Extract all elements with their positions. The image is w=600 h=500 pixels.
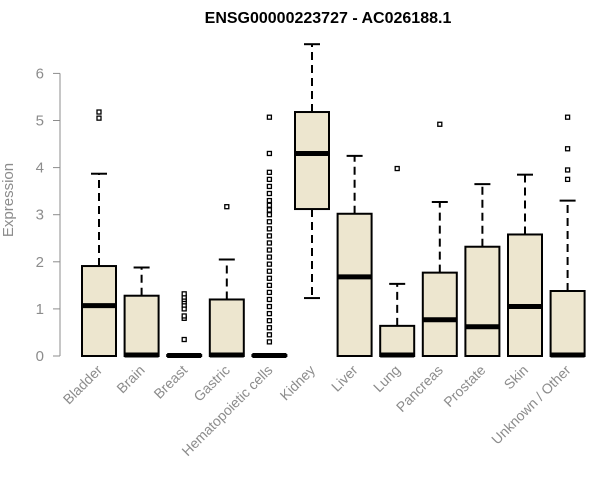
box-iqr: [81, 265, 117, 357]
outlier-point: [266, 282, 273, 289]
x-tick-label: Unknown / Other: [488, 362, 574, 448]
outlier-point: [266, 202, 273, 208]
outlier-point: [266, 310, 273, 317]
outlier-point: [181, 291, 187, 297]
outlier-point: [564, 176, 571, 183]
box-kidney: [294, 43, 330, 300]
box-iqr: [421, 271, 458, 357]
outlier-point: [266, 240, 273, 246]
outlier-point: [181, 313, 187, 319]
outlier-point: [266, 207, 273, 213]
box-iqr: [336, 212, 373, 357]
x-tick-label: Lung: [370, 362, 403, 395]
x-tick-label: Prostate: [440, 362, 488, 410]
outlier-point: [266, 197, 273, 204]
outlier-point: [564, 146, 571, 152]
box-lung: [379, 165, 416, 358]
box-liver: [336, 154, 373, 357]
outlier-point: [266, 261, 273, 267]
box-iqr: [549, 290, 586, 358]
outlier-point: [266, 190, 273, 197]
outlier-point: [224, 204, 230, 210]
outlier-point: [266, 296, 273, 303]
x-tick-label: Pancreas: [393, 362, 446, 415]
outlier-point: [266, 169, 273, 175]
box-iqr: [464, 245, 501, 357]
outlier-point: [266, 332, 273, 338]
box-prostate: [464, 183, 501, 357]
y-tick-label: 5: [36, 113, 44, 130]
box-iqr: [123, 294, 160, 358]
outlier-point: [266, 268, 273, 274]
outlier-point: [266, 219, 273, 225]
outlier-point: [96, 115, 102, 121]
outlier-point: [266, 233, 273, 239]
y-axis-label: Expression: [0, 163, 17, 237]
outlier-point: [266, 325, 273, 331]
outlier-point: [181, 336, 187, 343]
box-iqr: [208, 298, 245, 358]
x-tick-label: Skin: [501, 362, 532, 393]
outlier-point: [266, 183, 273, 190]
box-hematopoietic-cells: [251, 114, 288, 359]
y-tick-label: 2: [36, 254, 44, 271]
outlier-point: [266, 303, 273, 310]
x-tick-label: Bladder: [60, 362, 106, 408]
plot-area: [81, 43, 586, 359]
box-brain: [123, 266, 160, 358]
y-tick-label: 0: [36, 348, 44, 365]
outlier-point: [564, 167, 571, 173]
outlier-point: [266, 247, 273, 253]
y-tick-label: 3: [36, 207, 44, 224]
outlier-point: [266, 176, 273, 183]
outlier-point: [266, 275, 273, 281]
y-tick-label: 1: [36, 301, 44, 318]
outlier-point: [266, 339, 273, 345]
box-iqr: [379, 324, 416, 357]
x-tick-label: Kidney: [277, 362, 319, 404]
x-tick-label: Breast: [150, 362, 190, 402]
chart-title: ENSG00000223727 - AC026188.1: [205, 10, 452, 27]
box-breast: [166, 291, 203, 359]
outlier-point: [266, 212, 273, 218]
outlier-point: [266, 289, 273, 296]
box-skin: [507, 173, 543, 357]
outlier-point: [564, 114, 571, 120]
outlier-point: [266, 254, 273, 260]
box-gastric: [208, 204, 245, 358]
y-axis: 0 1 2 3 4 5 6: [36, 65, 61, 365]
x-tick-label: Brain: [113, 362, 147, 396]
x-tick-label: Liver: [328, 362, 361, 395]
box-pancreas: [421, 121, 458, 357]
box-iqr: [294, 111, 330, 211]
box-unknown-other: [549, 114, 586, 358]
outlier-point: [96, 109, 102, 115]
outlier-point: [394, 165, 400, 172]
y-tick-label: 4: [36, 160, 44, 177]
x-tick-label: Gastric: [190, 362, 233, 405]
outlier-point: [437, 121, 443, 127]
outlier-point: [266, 150, 273, 157]
outlier-point: [266, 226, 273, 232]
box-bladder: [81, 109, 117, 357]
outlier-point: [266, 318, 273, 324]
outlier-point: [266, 114, 273, 120]
y-tick-label: 6: [36, 65, 44, 82]
box-iqr: [507, 233, 543, 357]
